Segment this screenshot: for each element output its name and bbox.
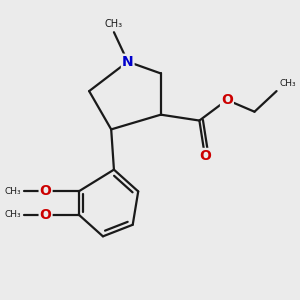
Text: O: O [199, 149, 211, 163]
Text: O: O [40, 208, 52, 222]
Text: N: N [122, 55, 134, 69]
Text: CH₃: CH₃ [105, 19, 123, 29]
Text: O: O [221, 93, 233, 107]
Text: CH₃: CH₃ [4, 210, 21, 219]
Text: CH₃: CH₃ [4, 187, 21, 196]
Text: CH₃: CH₃ [279, 79, 296, 88]
Text: O: O [40, 184, 52, 198]
